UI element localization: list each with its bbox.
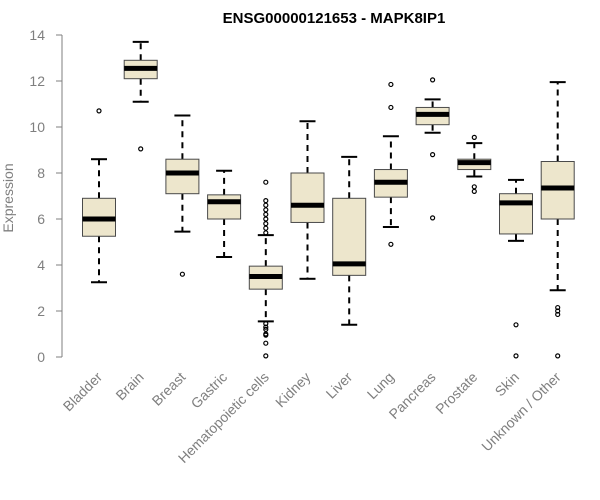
outlier-point	[263, 340, 269, 346]
y-tick-label: 8	[37, 165, 45, 181]
outlier-point	[388, 81, 394, 88]
box-skin	[499, 178, 533, 359]
box-breast	[165, 114, 200, 277]
outlier-point	[513, 353, 519, 359]
iqr-box	[165, 158, 200, 195]
boxes	[82, 40, 575, 359]
y-axis: 0 2 4 6 8 10 12 14	[29, 27, 63, 365]
outlier-point	[555, 311, 561, 318]
outlier-point	[263, 225, 269, 231]
outlier-point	[430, 215, 436, 221]
outlier-point	[555, 353, 561, 359]
x-category-label: Skin	[492, 369, 523, 400]
x-category-label: Prostate	[432, 369, 480, 417]
outlier-point	[263, 198, 269, 204]
outlier-point	[263, 326, 269, 332]
outlier-point	[388, 241, 394, 247]
outlier-point	[138, 146, 144, 152]
x-category-label: Unknown / Other	[478, 369, 564, 455]
box-lung	[373, 81, 408, 247]
y-tick-label: 14	[29, 27, 45, 43]
outlier-point	[471, 184, 477, 190]
outlier-point	[263, 332, 269, 338]
y-tick-label: 10	[29, 119, 45, 135]
x-category-label: Kidney	[272, 369, 314, 411]
y-tick-label: 2	[37, 303, 45, 319]
box-bladder	[82, 108, 116, 284]
box-gastric	[207, 169, 242, 258]
x-category-label: Breast	[149, 369, 189, 409]
x-category-label: Lung	[364, 369, 397, 402]
outlier-point	[263, 324, 269, 330]
box-kidney	[290, 120, 325, 280]
y-tick-label: 0	[37, 349, 45, 365]
outlier-point	[96, 108, 102, 114]
outlier-point	[471, 188, 477, 194]
y-axis-title: Expression	[0, 163, 16, 232]
y-tick-label: 4	[37, 257, 45, 273]
outlier-point	[388, 104, 394, 111]
x-category-label: Liver	[323, 369, 356, 402]
outlier-point	[263, 216, 269, 222]
iqr-box	[207, 194, 242, 220]
outlier-point	[263, 353, 269, 359]
outlier-point	[263, 207, 269, 213]
chart-title: ENSG00000121653 - MAPK8IP1	[223, 10, 446, 27]
outlier-point	[263, 179, 269, 185]
y-tick-label: 6	[37, 211, 45, 227]
x-category-label: Brain	[112, 369, 146, 403]
outlier-point	[179, 271, 185, 277]
outlier-point	[263, 221, 269, 227]
outlier-point	[430, 77, 436, 83]
outlier-point	[471, 134, 477, 140]
iqr-box	[290, 172, 325, 223]
outlier-point	[263, 211, 269, 217]
box-unknown-other	[540, 81, 575, 359]
y-tick-label: 12	[29, 73, 45, 89]
box-pancreas	[415, 77, 450, 221]
outlier-point	[430, 152, 436, 158]
box-prostate	[457, 134, 492, 194]
outlier-point	[513, 322, 519, 328]
outlier-point	[263, 230, 269, 236]
box-liver	[332, 155, 367, 326]
box-brain	[123, 40, 158, 152]
outlier-point	[263, 202, 269, 208]
box-hematopoietic-cells	[248, 179, 283, 359]
iqr-box	[499, 193, 533, 235]
x-category-label: Bladder	[60, 369, 106, 415]
